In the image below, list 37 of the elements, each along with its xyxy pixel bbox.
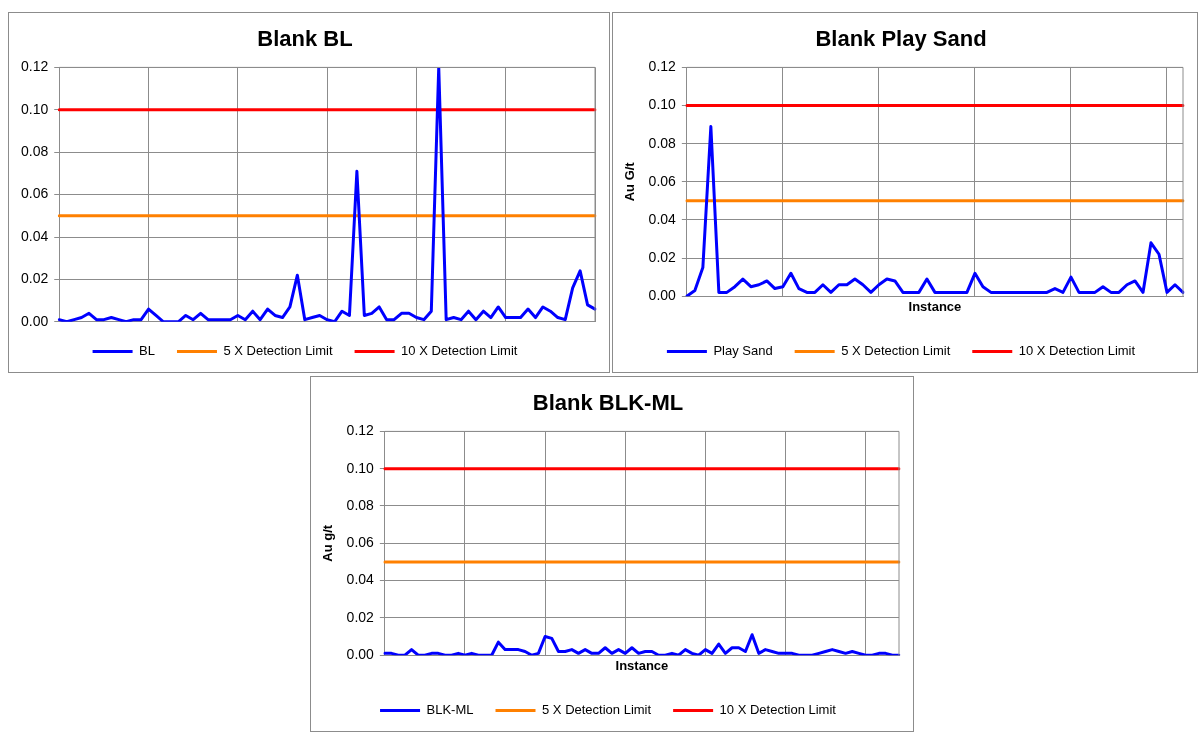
x-axis-title: Instance (615, 657, 669, 673)
y-tick-label: 0.04 (346, 571, 375, 588)
y-tick-label: 0.08 (21, 143, 49, 160)
chart-title: Blank Play Sand (815, 26, 987, 52)
y-tick-label: 0.08 (648, 134, 677, 151)
y-tick-label: 0.10 (346, 459, 375, 476)
legend-label: 10 X Detection Limit (1018, 343, 1136, 359)
x-axis-title: Instance (908, 298, 962, 314)
y-tick-label: 0.02 (21, 270, 49, 287)
legend-label: Play Sand (713, 343, 773, 359)
y-tick-label: 0.04 (648, 210, 677, 227)
y-tick-label: 0.06 (648, 172, 677, 189)
y-tick-label: 0.00 (648, 287, 677, 304)
legend-label: 10 X Detection Limit (401, 343, 518, 359)
legend-label: BL (139, 343, 155, 359)
y-tick-label: 0.06 (346, 534, 375, 551)
y-tick-label: 0.12 (648, 58, 677, 75)
y-tick-label: 0.10 (648, 96, 677, 113)
chart-title: Blank BLK-ML (532, 390, 684, 416)
legend-label: 5 X Detection Limit (841, 343, 951, 359)
y-tick-label: 0.02 (648, 248, 677, 265)
y-tick-label: 0.08 (346, 496, 375, 513)
legend-label: BLK-ML (426, 702, 474, 718)
y-tick-label: 0.12 (346, 422, 375, 439)
y-tick-label: 0.04 (21, 227, 49, 244)
y-axis-title: Au g/t (320, 524, 336, 562)
y-tick-label: 0.02 (346, 608, 375, 625)
y-axis-title: Au G/t (622, 161, 638, 202)
y-tick-label: 0.06 (21, 185, 49, 202)
y-tick-label: 0.00 (21, 312, 49, 329)
legend-label: 5 X Detection Limit (542, 702, 652, 718)
chart-title: Blank BL (257, 26, 353, 52)
y-tick-label: 0.10 (21, 100, 49, 117)
legend-label: 10 X Detection Limit (719, 702, 837, 718)
legend-label: 5 X Detection Limit (223, 343, 333, 359)
y-tick-label: 0.12 (21, 58, 49, 75)
y-tick-label: 0.00 (346, 646, 375, 663)
